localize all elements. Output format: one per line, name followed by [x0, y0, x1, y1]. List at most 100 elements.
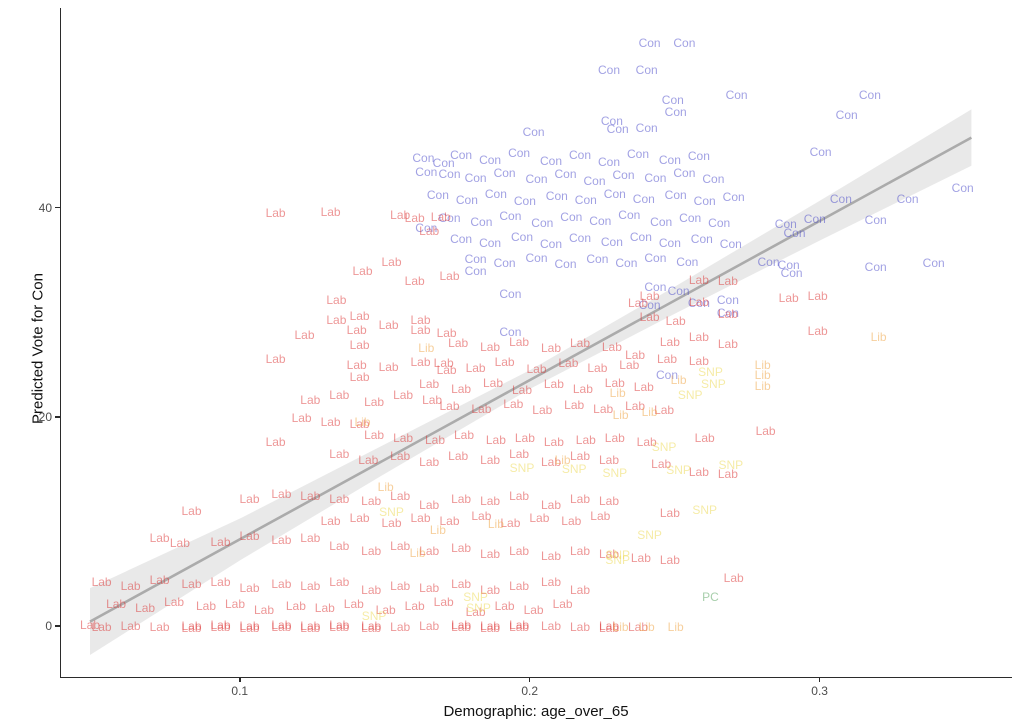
- scatter-point-label: Lab: [346, 323, 367, 337]
- scatter-point-label: Con: [568, 148, 592, 163]
- scatter-point-label: Con: [510, 229, 534, 244]
- scatter-point-label: Lab: [509, 579, 530, 594]
- scatter-point-label: Con: [673, 166, 696, 181]
- scatter-point-label: Lab: [352, 264, 373, 279]
- scatter-point-label: Lab: [239, 618, 260, 633]
- scatter-point-label: Lab: [419, 497, 440, 512]
- scatter-point-label: Lab: [659, 552, 680, 567]
- scatter-point-label: Lab: [688, 272, 709, 287]
- scatter-point-label: Lab: [181, 620, 202, 635]
- scatter-point-label: Con: [687, 295, 710, 310]
- scatter-point-label: Lab: [639, 310, 660, 325]
- scatter-point-label: Con: [499, 209, 522, 223]
- scatter-point-label: Con: [864, 213, 887, 228]
- scatter-point-label: Lab: [381, 516, 402, 531]
- scatter-point-label: Con: [896, 192, 919, 207]
- scatter-point-label: Lab: [717, 307, 738, 322]
- scatter-point-label: Lab: [540, 574, 562, 589]
- scatter-point-label: Lab: [329, 387, 350, 402]
- scatter-point-label: Lab: [694, 430, 715, 445]
- scatter-point-label: Lab: [149, 619, 170, 634]
- scatter-point-label: Lab: [543, 434, 564, 449]
- scatter-point-label: Con: [650, 215, 673, 230]
- scatter-point-label: Lab: [480, 546, 501, 561]
- scatter-point-label: Con: [554, 257, 577, 272]
- scatter-point-label: Con: [464, 171, 487, 186]
- scatter-point-label: Lab: [375, 603, 396, 618]
- scatter-point-label: Lab: [688, 330, 709, 345]
- scatter-point-label: Lab: [558, 356, 579, 371]
- scatter-point-label: Con: [661, 93, 684, 107]
- scatter-point-label: SNP: [718, 457, 744, 472]
- scatter-point-label: SNP: [602, 466, 628, 481]
- scatter-point-label: Lab: [343, 596, 364, 611]
- scatter-point-label: Lab: [390, 489, 411, 504]
- scatter-point-label: Con: [479, 152, 502, 167]
- scatter-point-label: Lab: [688, 294, 709, 309]
- scatter-point-label: Lab: [320, 414, 341, 429]
- scatter-point-label: Lab: [164, 594, 185, 609]
- scatter-point-label: Lab: [210, 535, 231, 550]
- scatter-point-label: Con: [858, 87, 881, 102]
- scatter-point-label: Lab: [390, 619, 411, 634]
- scatter-point-label: Lib: [667, 619, 684, 634]
- scatter-point-label: Lab: [540, 548, 562, 563]
- scatter-point-label: Lab: [471, 402, 492, 417]
- scatter-point-label: Con: [597, 154, 621, 169]
- scatter-point-label: Lab: [485, 432, 506, 447]
- scatter-point-label: Lib: [754, 367, 771, 382]
- scatter-point-label: Lab: [364, 395, 385, 410]
- scatter-point-label: Con: [638, 35, 661, 50]
- scatter-point-label: Lab: [181, 577, 202, 591]
- scatter-point-label: Lab: [404, 211, 425, 226]
- scatter-point-label: Lab: [569, 543, 591, 558]
- scatter-point-label: Con: [531, 216, 554, 231]
- scatter-point-label: Con: [612, 168, 635, 183]
- scatter-point-label: Con: [415, 220, 438, 235]
- scatter-point-label: Lab: [422, 393, 443, 407]
- scatter-point-label: Lab: [451, 619, 472, 634]
- scatter-point-label: Lab: [393, 387, 414, 402]
- scatter-point-label: Lab: [717, 273, 738, 288]
- scatter-point-label: Lab: [598, 618, 620, 633]
- scatter-point-label: Con: [450, 232, 473, 246]
- scatter-point-label: Lib: [754, 379, 771, 394]
- scatter-point-label: Lab: [633, 380, 654, 395]
- y-tick-mark: [55, 206, 60, 209]
- scatter-point-label: Con: [618, 208, 641, 222]
- scatter-point-label: Lab: [320, 514, 341, 529]
- scatter-point-label: Lab: [636, 434, 657, 449]
- scatter-point-label: Lab: [509, 489, 530, 504]
- scatter-point-label: Lab: [451, 577, 472, 591]
- scatter-point-label: Lab: [361, 620, 382, 635]
- scatter-point-label: Lab: [329, 539, 350, 554]
- scatter-point-label: Con: [493, 166, 516, 181]
- scatter-point-label: Lab: [656, 352, 678, 367]
- scatter-point-label: Lab: [410, 355, 431, 370]
- scatter-point-label: Con: [716, 292, 739, 307]
- x-tick-label: 0.1: [231, 684, 249, 698]
- scatter-point-label: Con: [629, 229, 652, 244]
- scatter-point-label: Lab: [500, 516, 521, 531]
- scatter-point-label: Lab: [604, 430, 625, 445]
- scatter-point-label: Lab: [329, 447, 350, 462]
- scatter-point-label: Lab: [239, 581, 260, 596]
- scatter-point-label: Lab: [239, 620, 260, 635]
- scatter-point-label: Con: [864, 260, 887, 275]
- scatter-point-label: Con: [508, 146, 531, 161]
- scatter-point-label: Lab: [419, 454, 440, 469]
- scatter-point-label: Con: [600, 235, 623, 250]
- scatter-point-label: Lab: [181, 618, 202, 633]
- scatter-point-label: Con: [667, 284, 690, 299]
- scatter-point-label: Lab: [619, 357, 640, 372]
- scatter-point-label: Con: [757, 255, 780, 269]
- scatter-point-label: Lab: [349, 511, 370, 526]
- scatter-point-label: PC: [702, 589, 719, 604]
- x-tick-mark: [238, 677, 241, 682]
- scatter-point-label: Con: [676, 255, 699, 269]
- scatter-point-label: Lab: [451, 492, 472, 507]
- scatter-point-label: Lab: [448, 335, 469, 350]
- scatter-point-label: Con: [438, 167, 461, 182]
- scatter-point-label: Lab: [688, 465, 709, 480]
